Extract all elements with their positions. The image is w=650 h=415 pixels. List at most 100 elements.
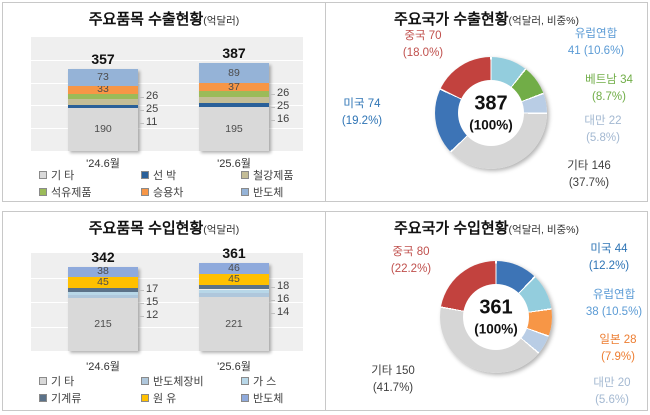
- legend-item: 가 스: [241, 373, 276, 389]
- bar-segment: 221: [199, 296, 269, 351]
- panel-title-unit: (억달러): [203, 224, 240, 236]
- export-countries-donut-chart: 387 (100%) 유럽연합 41 (10.6%) 베트남 34 (8.7%) 대만 22…: [326, 3, 647, 201]
- legend-item: 기 타: [39, 167, 74, 183]
- panel-import-items: 주요품목 수입현황(억달러) 215 45 38 342 17 15 12'24.6월 221…: [3, 212, 325, 410]
- panel-title-text: 주요품목 수출현황: [88, 11, 204, 28]
- gridline: [31, 128, 303, 130]
- legend-item: 승용차: [141, 184, 183, 200]
- donut-label-line: 중국 80: [392, 246, 430, 258]
- callout-leader: [270, 313, 275, 315]
- callout-leader: [139, 315, 144, 317]
- x-axis-label: '25.6월: [217, 361, 251, 373]
- donut-label-line: 미국 74: [343, 98, 381, 110]
- bar-segment: 73: [68, 69, 138, 87]
- legend-swatch: [39, 171, 47, 179]
- bar-segment: 215: [68, 298, 138, 351]
- donut-label-line: 대만 20: [593, 377, 631, 389]
- legend-label: 선 박: [153, 170, 177, 182]
- callout-value: 26: [277, 87, 290, 100]
- donut-label-line: 유럽연합: [574, 28, 618, 40]
- bar-segment: 33: [68, 84, 138, 94]
- bar-total-label: 342: [91, 249, 115, 266]
- legend-item: 석유제품: [39, 184, 91, 200]
- donut-label-line: 38 (10.5%): [585, 306, 643, 318]
- callout-value: 16: [277, 293, 290, 306]
- callout-leader: [270, 300, 275, 302]
- stacked-bar: 215 45 38: [68, 266, 138, 351]
- callout-value: 26: [146, 89, 159, 102]
- bar-segment: [68, 99, 138, 106]
- panel-title-unit: (억달러, 비중%): [508, 224, 580, 236]
- bar-segment: 38: [68, 266, 138, 277]
- donut-label-line: 유럽연합: [592, 289, 636, 301]
- legend-label: 가 스: [253, 376, 277, 388]
- bar-segment: [68, 105, 138, 108]
- legend-swatch: [39, 377, 47, 385]
- bar-segment: [199, 285, 269, 290]
- x-axis-label: '24.6월: [86, 361, 120, 373]
- donut-center-pct: (100%): [474, 321, 518, 337]
- legend-swatch: [141, 171, 149, 179]
- panel-title-text: 주요국가 수출현황: [393, 11, 509, 28]
- stacked-bar: 195 37 89: [199, 62, 269, 151]
- bar-segment: 46: [199, 262, 269, 275]
- donut-label-line: (41.7%): [372, 382, 414, 394]
- callout-leader: [139, 109, 144, 111]
- callout-value: 11: [146, 115, 158, 128]
- legend-swatch: [39, 188, 47, 196]
- panel-title-unit: (억달러): [203, 15, 240, 27]
- legend-label: 반도체: [253, 393, 284, 405]
- donut-label-line: (8.7%): [592, 91, 626, 103]
- legend-swatch: [241, 188, 249, 196]
- panel-title-unit: (억달러, 비중%): [508, 15, 580, 27]
- donut-label-line: (19.2%): [341, 115, 383, 127]
- callout-leader: [270, 120, 275, 122]
- bar-segment: 37: [199, 81, 269, 92]
- donut-center-value: 361: [479, 296, 513, 319]
- bar-segment: [199, 97, 269, 103]
- donut-slice-label: 기타 150 (41.7%): [371, 363, 415, 397]
- donut-hole: [458, 80, 524, 146]
- legend-label: 기 타: [51, 170, 75, 182]
- bar-segment: 45: [68, 276, 138, 288]
- panel-title: 주요품목 수입현황(억달러): [3, 217, 325, 238]
- bar-segment: 190: [68, 107, 138, 151]
- donut-label-line: (5.6%): [595, 394, 629, 406]
- donut-ring: [435, 57, 547, 169]
- panel-export-items: 주요품목 수출현황(억달러) 190 33 73 357 26 25 11'24.6월 195…: [3, 3, 325, 201]
- bar-total-label: 387: [222, 44, 246, 61]
- callout-value: 16: [277, 113, 290, 126]
- legend-label: 반도체: [253, 187, 284, 199]
- callout-leader: [139, 96, 144, 98]
- bar-total-label: 357: [91, 51, 115, 68]
- bar-segment: [199, 289, 269, 294]
- legend-label: 승용차: [153, 187, 184, 199]
- donut-label-line: 기타 146: [567, 160, 611, 172]
- stacked-bar: 190 33 73: [68, 69, 138, 151]
- donut-label-line: (22.2%): [390, 263, 432, 275]
- callout-value: 14: [277, 306, 290, 319]
- legend-swatch: [241, 394, 249, 402]
- donut-center-pct: (100%): [469, 117, 513, 133]
- import-countries-donut-chart: 361 (100%) 미국 44 (12.2%) 유럽연합 38 (10.5%) 일본 28…: [326, 212, 647, 410]
- gridline: [31, 82, 303, 84]
- donut-label-line: 중국 70: [404, 30, 442, 42]
- legend-label: 석유제품: [51, 187, 92, 199]
- donut-slice-label: 대만 22 (5.8%): [584, 113, 621, 147]
- bar-segment: [199, 102, 269, 107]
- x-axis-label: '25.6월: [217, 158, 251, 170]
- panel-title: 주요품목 수출현황(억달러): [3, 8, 325, 29]
- export-row: 주요품목 수출현황(억달러) 190 33 73 357 26 25 11'24.6월 195…: [2, 2, 648, 202]
- callout-value: 15: [146, 295, 159, 308]
- donut-hole: [463, 284, 529, 350]
- legend-swatch: [141, 188, 149, 196]
- legend-label: 철강제품: [253, 170, 294, 182]
- legend-item: 반도체: [241, 390, 283, 406]
- gridline: [31, 302, 303, 303]
- callout-leader: [139, 289, 144, 291]
- gridline: [31, 59, 303, 61]
- import-row: 주요품목 수입현황(억달러) 215 45 38 342 17 15 12'24.6월 221…: [2, 211, 648, 411]
- donut-slice-label: 일본 28 (7.9%): [599, 332, 636, 366]
- bar-segment: [199, 91, 269, 98]
